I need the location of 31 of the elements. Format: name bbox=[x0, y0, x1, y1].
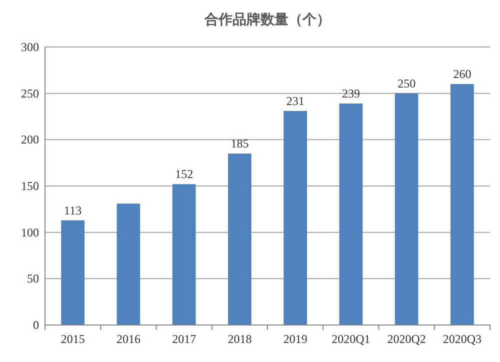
bar bbox=[116, 204, 140, 325]
data-label: 239 bbox=[342, 86, 360, 101]
y-tick-label: 100 bbox=[21, 225, 39, 240]
y-tick-label: 200 bbox=[21, 132, 39, 147]
x-tick-label: 2020Q3 bbox=[442, 332, 482, 346]
bar bbox=[172, 184, 196, 325]
x-tick-label: 2020Q2 bbox=[387, 332, 426, 346]
bar bbox=[61, 220, 84, 325]
data-label: 152 bbox=[175, 167, 194, 182]
bar bbox=[284, 110, 307, 325]
y-tick-label: 250 bbox=[21, 86, 39, 100]
bar bbox=[339, 104, 363, 325]
bar bbox=[450, 84, 474, 325]
y-tick-label: 50 bbox=[27, 272, 39, 286]
data-label: 113 bbox=[64, 203, 82, 218]
bar bbox=[394, 93, 418, 325]
x-tick-label: 2020Q1 bbox=[332, 332, 370, 346]
data-label: 231 bbox=[286, 94, 304, 108]
bar bbox=[228, 154, 252, 325]
y-tick-label: 300 bbox=[21, 40, 39, 54]
y-tick-label: 150 bbox=[21, 179, 39, 193]
x-tick-label: 2017 bbox=[172, 332, 196, 346]
x-tick-label: 2019 bbox=[283, 332, 308, 346]
x-tick-label: 2016 bbox=[116, 332, 140, 346]
chart-title: 合作品牌数量（个） bbox=[204, 12, 330, 28]
data-label: 250 bbox=[398, 76, 416, 90]
x-tick-label: 2018 bbox=[228, 332, 252, 346]
data-label: 185 bbox=[230, 136, 249, 151]
x-tick-label: 2015 bbox=[60, 332, 85, 346]
data-label: 260 bbox=[453, 67, 472, 82]
y-tick-label: 0 bbox=[33, 318, 39, 332]
